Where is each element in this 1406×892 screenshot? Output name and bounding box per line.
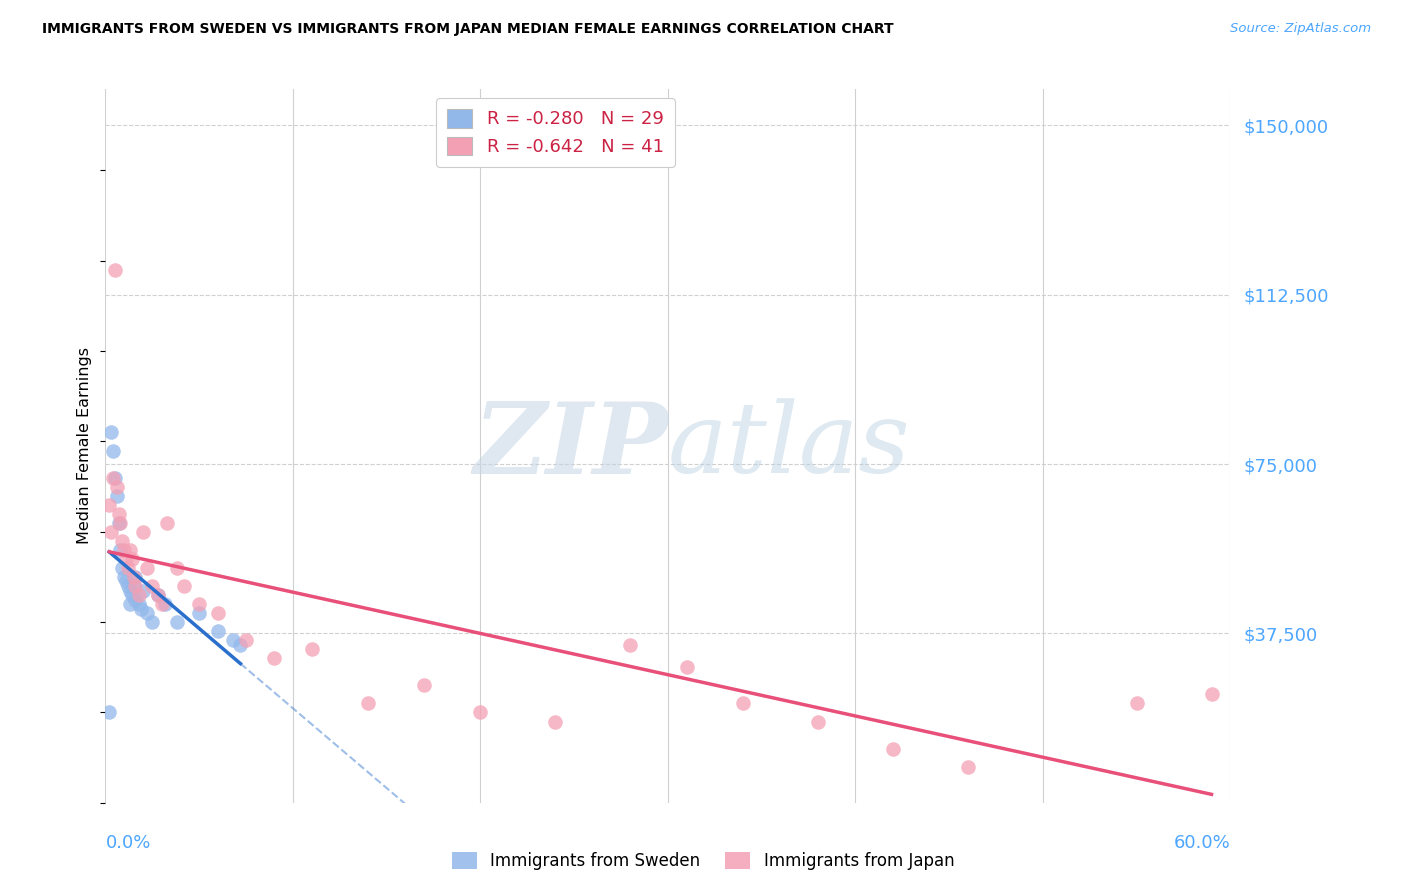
Point xyxy=(128,597,150,611)
Point xyxy=(135,561,157,575)
Point xyxy=(117,561,139,575)
Point xyxy=(207,606,229,620)
Point xyxy=(115,552,138,566)
Point xyxy=(956,759,979,773)
Point xyxy=(101,470,124,484)
Point xyxy=(122,579,145,593)
Point xyxy=(222,633,245,648)
Point xyxy=(731,697,754,711)
Text: 0.0%: 0.0% xyxy=(105,834,150,852)
Point xyxy=(141,579,163,593)
Point xyxy=(101,443,124,458)
Point xyxy=(173,579,195,593)
Point xyxy=(132,583,155,598)
Point xyxy=(112,570,135,584)
Point xyxy=(104,470,127,484)
Point xyxy=(128,588,150,602)
Point xyxy=(166,615,188,629)
Legend: Immigrants from Sweden, Immigrants from Japan: Immigrants from Sweden, Immigrants from … xyxy=(446,845,960,877)
Point xyxy=(301,642,323,657)
Point xyxy=(807,714,830,729)
Point xyxy=(104,263,127,277)
Point xyxy=(100,425,122,440)
Point xyxy=(124,592,146,607)
Point xyxy=(413,678,436,692)
Point xyxy=(150,597,173,611)
Point xyxy=(111,533,134,548)
Point xyxy=(675,660,697,674)
Text: ZIP: ZIP xyxy=(472,398,668,494)
Point xyxy=(98,498,121,512)
Point xyxy=(229,638,252,652)
Point xyxy=(1201,687,1223,701)
Point xyxy=(107,507,129,521)
Point xyxy=(235,633,257,648)
Point xyxy=(121,588,143,602)
Point xyxy=(110,516,132,530)
Point xyxy=(263,651,285,665)
Y-axis label: Median Female Earnings: Median Female Earnings xyxy=(77,348,93,544)
Point xyxy=(141,615,163,629)
Point xyxy=(132,524,155,539)
Point xyxy=(112,542,135,557)
Point xyxy=(118,542,141,557)
Point xyxy=(124,570,146,584)
Point xyxy=(115,574,138,589)
Point xyxy=(98,706,121,720)
Point xyxy=(100,524,122,539)
Point xyxy=(1125,697,1147,711)
Text: IMMIGRANTS FROM SWEDEN VS IMMIGRANTS FROM JAPAN MEDIAN FEMALE EARNINGS CORRELATI: IMMIGRANTS FROM SWEDEN VS IMMIGRANTS FRO… xyxy=(42,22,894,37)
Point xyxy=(470,706,492,720)
Point xyxy=(110,542,132,557)
Point xyxy=(105,480,128,494)
Point xyxy=(166,561,188,575)
Point xyxy=(188,597,211,611)
Point xyxy=(207,624,229,639)
Text: 60.0%: 60.0% xyxy=(1174,834,1230,852)
Point xyxy=(135,606,157,620)
Point xyxy=(122,570,145,584)
Point xyxy=(156,516,179,530)
Point xyxy=(105,489,128,503)
Point xyxy=(619,638,641,652)
Point xyxy=(124,579,146,593)
Point xyxy=(129,601,152,615)
Point xyxy=(117,579,139,593)
Point xyxy=(882,741,904,756)
Text: atlas: atlas xyxy=(668,399,911,493)
Point xyxy=(111,561,134,575)
Text: Source: ZipAtlas.com: Source: ZipAtlas.com xyxy=(1230,22,1371,36)
Point xyxy=(544,714,567,729)
Legend: R = -0.280   N = 29, R = -0.642   N = 41: R = -0.280 N = 29, R = -0.642 N = 41 xyxy=(436,98,675,167)
Point xyxy=(188,606,211,620)
Point xyxy=(155,597,177,611)
Point xyxy=(121,552,143,566)
Point xyxy=(118,583,141,598)
Point xyxy=(357,697,380,711)
Point xyxy=(118,597,141,611)
Point xyxy=(146,588,169,602)
Point xyxy=(107,516,129,530)
Point xyxy=(146,588,169,602)
